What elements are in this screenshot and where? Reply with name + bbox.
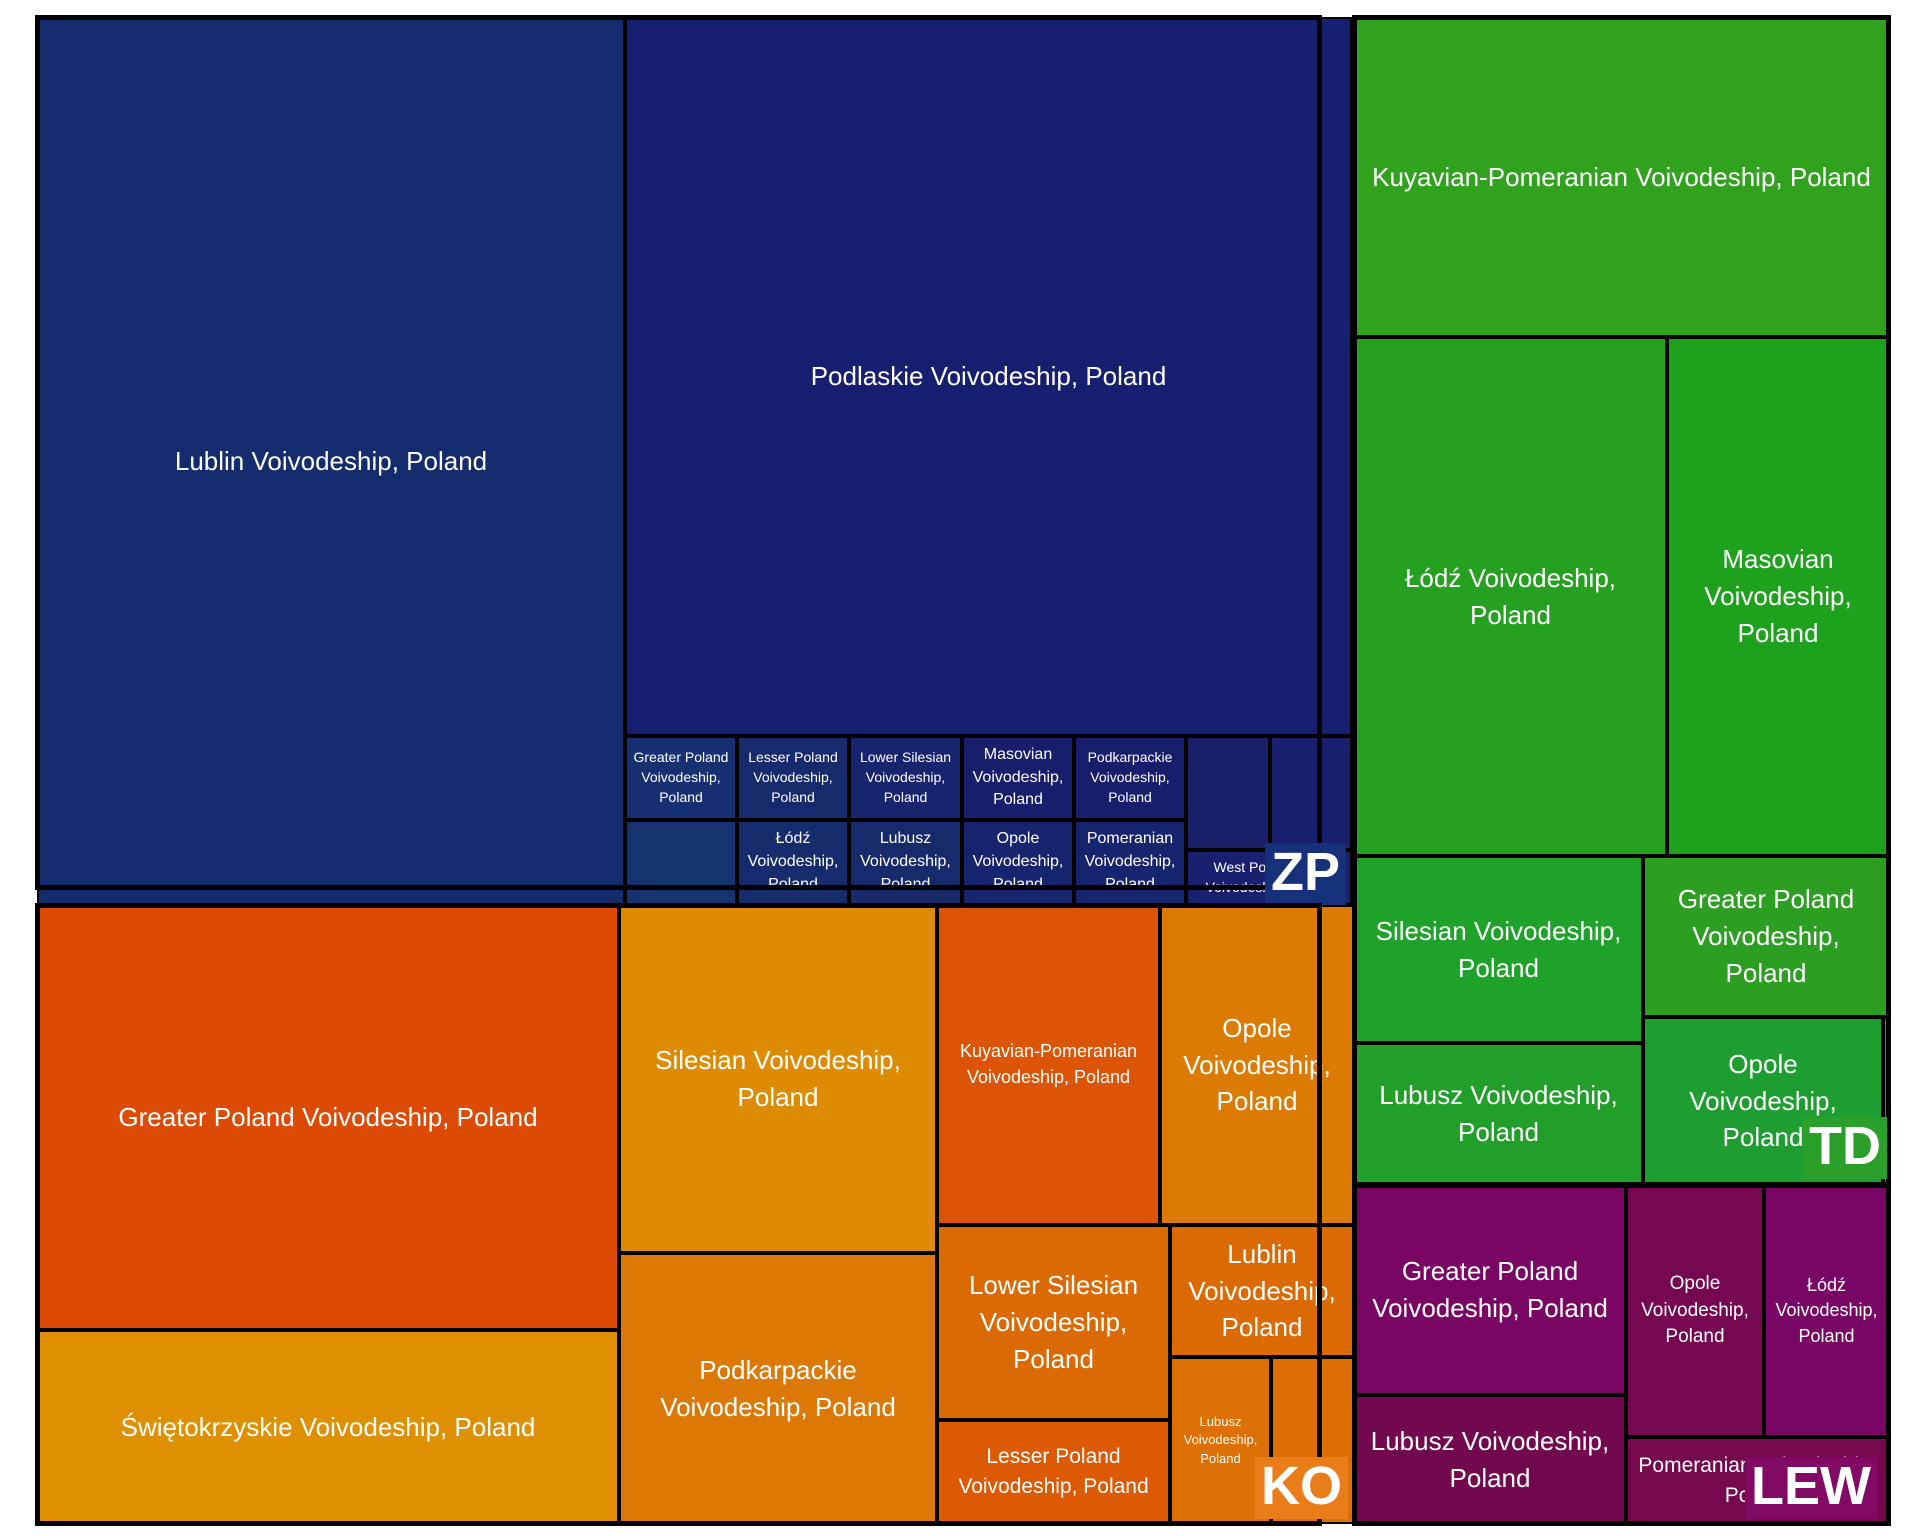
treemap-tile-ko-podkarpackie-voivodeship-poland: Podkarpackie Voivodeship, Poland: [619, 1253, 937, 1524]
tile-label: Masovian Voivodeship, Poland: [1704, 544, 1852, 648]
treemap-tile-td-kuyavian-pomeranian-voivodeship-poland: Kuyavian-Pomeranian Voivodeship, Poland: [1354, 17, 1889, 337]
tile-label: Łódź Voivodeship, Poland: [1404, 562, 1617, 630]
tile-label: Lublin Voivodeship, Poland: [174, 445, 488, 476]
treemap-tile-td-lodz-voivodeship-poland: Łódź Voivodeship, Poland: [1354, 337, 1667, 856]
tile-label: Lower Silesian Voivodeship, Poland: [968, 1270, 1139, 1374]
tile-label: Opole Voivodeship, Poland: [1689, 1048, 1837, 1153]
treemap-tile-td-lubusz-voivodeship-poland: Lubusz Voivodeship, Poland: [1354, 1043, 1643, 1185]
treemap-tile-zp-pomeranian-voivodeship-poland: Pomeranian Voivodeship, Poland: [1074, 820, 1186, 905]
group-label-zp: ZP: [1265, 843, 1347, 905]
tile-label: Kuyavian-Pomeranian Voivodeship, Poland: [1372, 161, 1871, 192]
treemap-tile-zp-podlaskie-voivodeship-poland: Podlaskie Voivodeship, Poland: [625, 17, 1352, 736]
tile-label: Lubusz Voivodeship, Poland: [1379, 1080, 1618, 1147]
treemap-tile-zp-unlabeled-7: [1186, 736, 1270, 850]
tile-label: Lesser Poland Voivodeship, Poland: [958, 1445, 1149, 1498]
treemap-tile-ko-lublin-voivodeship-poland: Lublin Voivodeship, Poland: [1170, 1225, 1354, 1357]
treemap-tile-ko-kuyavian-pomeranian-voivodeship-poland: Kuyavian-Pomeranian Voivodeship, Poland: [937, 905, 1160, 1225]
tile-label: Lublin Voivodeship, Poland: [1188, 1238, 1336, 1343]
treemap-tile-ko-swietokrzyskie-voivodeship-poland: Świętokrzyskie Voivodeship, Poland: [37, 1330, 619, 1524]
tile-label: Lower Silesian Voivodeship, Poland: [859, 749, 952, 805]
tile-label: Świętokrzyskie Voivodeship, Poland: [120, 1411, 536, 1442]
tile-label: Opole Voivodeship, Poland: [1183, 1012, 1331, 1117]
tile-label: Łódź Voivodeship, Poland: [747, 830, 839, 893]
treemap-tile-zp-opole-voivodeship-poland: Opole Voivodeship, Poland: [962, 820, 1074, 905]
tile-label: Łódź Voivodeship, Poland: [1775, 1274, 1878, 1346]
treemap-tile-zp-lodz-voivodeship-poland: Łódź Voivodeship, Poland: [737, 820, 849, 905]
treemap-tile-ko-lubusz-voivodeship-poland: Lubusz Voivodeship, Poland: [1170, 1357, 1271, 1524]
treemap-tile-zp-unlabeled-9: [625, 820, 737, 905]
treemap-tile-zp-lower-silesian-voivodeship-poland: Lower Silesian Voivodeship, Poland: [849, 736, 962, 820]
treemap-tile-zp-podkarpackie-voivodeship-poland: Podkarpackie Voivodeship, Poland: [1074, 736, 1186, 820]
group-label-td: TD: [1803, 1117, 1887, 1179]
treemap-tile-zp-lublin-voivodeship-poland: Lublin Voivodeship, Poland: [37, 17, 625, 905]
group-label-ko: KO: [1255, 1457, 1348, 1519]
treemap-tile-td-silesian-voivodeship-poland: Silesian Voivodeship, Poland: [1354, 856, 1643, 1043]
tile-label: Masovian Voivodeship, Poland: [972, 745, 1064, 809]
tile-label: Pomeranian Voivodeship, Poland: [1084, 830, 1176, 893]
treemap-tile-zp-greater-poland-voivodeship-poland: Greater Poland Voivodeship, Poland: [625, 736, 737, 820]
treemap-tile-ko-lower-silesian-voivodeship-poland: Lower Silesian Voivodeship, Poland: [937, 1225, 1170, 1420]
tile-label: Kuyavian-Pomeranian Voivodeship, Poland: [959, 1041, 1138, 1087]
tile-label: Silesian Voivodeship, Poland: [1375, 915, 1622, 983]
tile-label: Lubusz Voivodeship, Poland: [1370, 1425, 1610, 1493]
treemap-tile-lew-lubusz-voivodeship-poland: Lubusz Voivodeship, Poland: [1354, 1395, 1626, 1524]
treemap-tile-ko-silesian-voivodeship-poland: Silesian Voivodeship, Poland: [619, 905, 937, 1253]
group-label-lew: LEW: [1745, 1457, 1877, 1519]
tile-label: Greater Poland Voivodeship, Poland: [633, 749, 729, 805]
treemap-tile-zp-lesser-poland-voivodeship-poland: Lesser Poland Voivodeship, Poland: [737, 736, 849, 820]
tile-label: Opole Voivodeship, Poland: [972, 830, 1064, 893]
tile-label: Silesian Voivodeship, Poland: [655, 1045, 901, 1112]
treemap-tile-ko-lesser-poland-voivodeship-poland: Lesser Poland Voivodeship, Poland: [937, 1420, 1170, 1524]
treemap-tile-zp-masovian-voivodeship-poland: Masovian Voivodeship, Poland: [962, 736, 1074, 820]
treemap-tile-td-greater-poland-voivodeship-poland: Greater Poland Voivodeship, Poland: [1643, 856, 1889, 1017]
tile-label: Greater Poland Voivodeship, Poland: [118, 1102, 538, 1133]
tile-label: Podkarpackie Voivodeship, Poland: [1087, 749, 1173, 805]
tile-label: Podkarpackie Voivodeship, Poland: [660, 1354, 896, 1422]
tile-label: Opole Voivodeship, Poland: [1641, 1272, 1749, 1348]
treemap-tile-lew-lodz-voivodeship-poland: Łódź Voivodeship, Poland: [1764, 1185, 1889, 1437]
tile-label: Greater Poland Voivodeship, Poland: [1372, 1256, 1608, 1323]
tile-label: Lesser Poland Voivodeship, Poland: [748, 749, 838, 805]
tile-label: Greater Poland Voivodeship, Poland: [1677, 884, 1855, 988]
treemap-tile-td-masovian-voivodeship-poland: Masovian Voivodeship, Poland: [1667, 337, 1889, 856]
treemap-tile-ko-greater-poland-voivodeship-poland: Greater Poland Voivodeship, Poland: [37, 905, 619, 1330]
treemap-tile-lew-greater-poland-voivodeship-poland: Greater Poland Voivodeship, Poland: [1354, 1185, 1626, 1395]
tile-label: Lubusz Voivodeship, Poland: [1183, 1413, 1258, 1466]
treemap-tile-zp-unlabeled-8: [1270, 736, 1352, 850]
treemap-tile-zp-lubusz-voivodeship-poland: Lubusz Voivodeship, Poland: [849, 820, 962, 905]
treemap-tile-ko-opole-voivodeship-poland: Opole Voivodeship, Poland: [1160, 905, 1354, 1225]
tile-label: Lubusz Voivodeship, Poland: [860, 830, 951, 893]
tile-label: Podlaskie Voivodeship, Poland: [810, 361, 1167, 392]
treemap-tile-lew-opole-voivodeship-poland: Opole Voivodeship, Poland: [1626, 1185, 1764, 1437]
